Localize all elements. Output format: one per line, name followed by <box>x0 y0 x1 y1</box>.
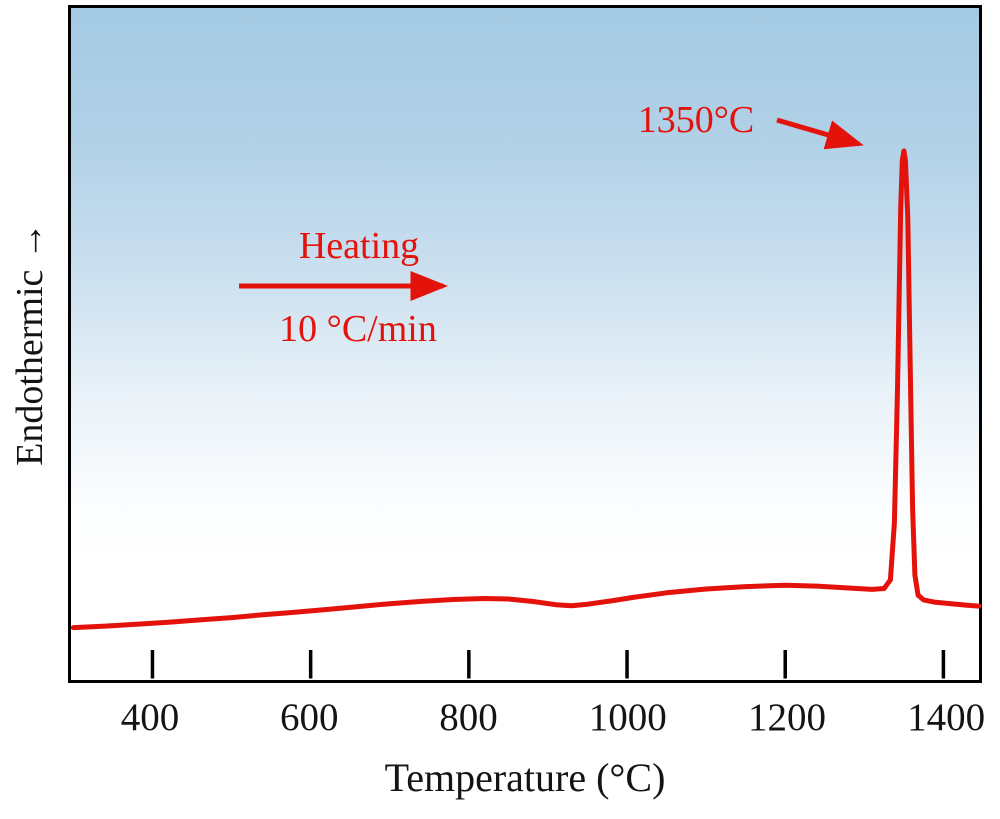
y-axis-label: Endothermic → <box>9 222 51 466</box>
dta-curve <box>70 148 982 631</box>
heating-rate-label: 10 °C/min <box>279 308 437 350</box>
x-tick-label: 800 <box>439 696 498 739</box>
x-axis-ticks <box>150 650 946 679</box>
x-tick-label: 1200 <box>747 696 826 739</box>
x-axis-title: Temperature (°C) <box>384 755 666 800</box>
peak-temperature-label: 1350°C <box>637 99 755 141</box>
x-axis-tick-labels: 400 600 800 1000 1200 1400 <box>68 695 986 743</box>
peak-arrow-icon <box>776 117 864 150</box>
x-tick-label: 600 <box>279 696 339 739</box>
x-tick-label: 400 <box>120 696 180 739</box>
plot-area: 1350°C Heating 10 °C/min <box>68 5 982 683</box>
x-tick-label: 1000 <box>588 696 667 739</box>
heating-label: Heating <box>298 225 420 267</box>
dta-curve-svg <box>70 117 982 679</box>
x-tick-label: 1400 <box>907 696 986 739</box>
